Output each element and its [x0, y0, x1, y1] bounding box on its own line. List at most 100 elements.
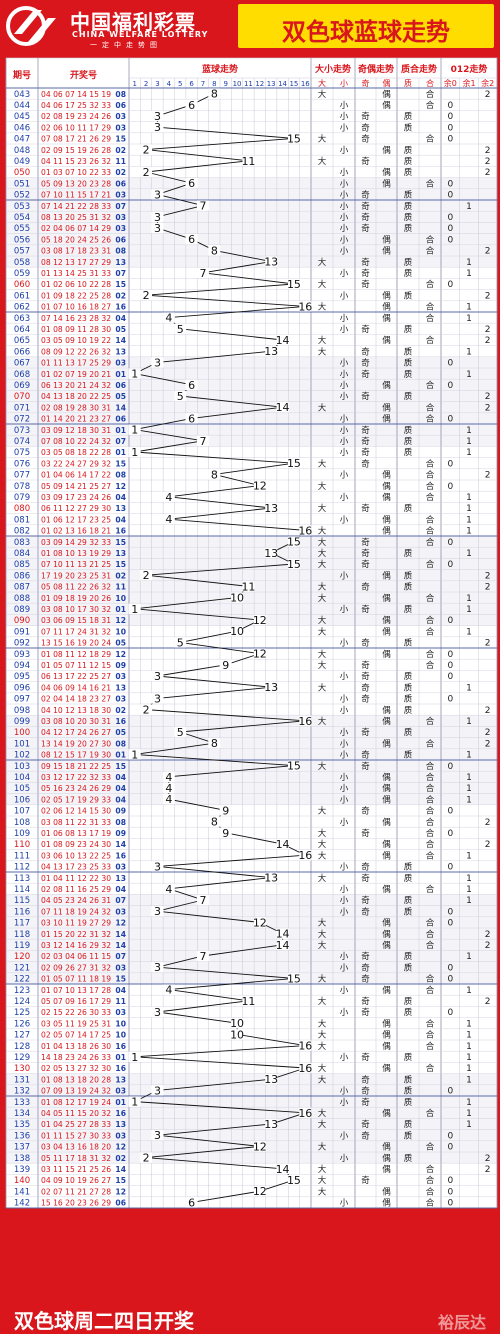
mod3-mark: 1 — [466, 1064, 472, 1074]
row-band — [6, 390, 497, 402]
trend-point-bg — [265, 547, 278, 558]
blue-ball-value: 04 — [115, 493, 126, 502]
size-mark: 小 — [340, 738, 349, 749]
trend-point: 4 — [165, 491, 172, 504]
mod3-mark: 1 — [466, 258, 472, 268]
prime-mark: 合 — [426, 458, 435, 469]
issue-number: 100 — [14, 728, 30, 738]
prime-mark: 合 — [426, 615, 435, 626]
size-mark: 小 — [340, 705, 349, 716]
blue-ball-value: 15 — [115, 762, 126, 771]
mod3-mark: 1 — [466, 493, 472, 503]
trend-point: 15 — [287, 457, 301, 470]
size-mark: 大 — [318, 1063, 327, 1074]
trend-point: 8 — [211, 244, 218, 257]
prime-mark: 合 — [426, 1018, 435, 1029]
trend-point-bg — [128, 1096, 141, 1107]
issue-number: 116 — [14, 907, 30, 917]
parity-mark: 奇 — [361, 324, 370, 335]
blue-ball-value: 13 — [115, 1120, 126, 1129]
parity-mark: 奇 — [361, 660, 370, 671]
watermark: 裕辰达 — [437, 1313, 486, 1332]
red-balls: 03 08 10 17 30 32 — [41, 605, 111, 614]
red-balls: 01 06 08 13 17 19 — [41, 829, 111, 838]
parity-mark: 奇 — [361, 694, 370, 705]
prime-mark: 质 — [404, 694, 413, 705]
blue-ball-value: 03 — [115, 695, 126, 704]
prime-mark: 合 — [426, 985, 435, 996]
size-mark: 大 — [318, 1119, 327, 1130]
mod3-mark: 1 — [466, 952, 472, 962]
trend-point-bg — [140, 290, 153, 301]
mod3-mark: 2 — [485, 571, 491, 581]
trend-point: 7 — [199, 435, 206, 448]
welfare-lottery-logo-icon — [6, 6, 56, 46]
red-balls: 01 05 07 11 18 19 — [41, 975, 111, 984]
trend-point-bg — [196, 894, 209, 906]
brand-name-en: CHINA WELFARE LOTTERY — [72, 30, 209, 39]
trend-point: 1 — [131, 603, 138, 616]
red-balls: 03 08 10 20 30 31 — [41, 717, 111, 726]
issue-number: 093 — [14, 650, 30, 660]
red-balls: 13 15 16 19 20 24 — [41, 639, 111, 648]
mod3-mark: 0 — [447, 863, 453, 873]
prime-mark: 合 — [426, 593, 435, 604]
issue-number: 046 — [14, 123, 30, 133]
blue-ball-value: 15 — [115, 1176, 126, 1185]
parity-mark: 奇 — [361, 582, 370, 593]
size-mark: 小 — [340, 167, 349, 178]
red-balls: 01 08 11 12 18 29 — [41, 650, 111, 659]
blue-ball-value: 08 — [115, 90, 126, 99]
red-balls: 07 11 17 24 31 32 — [41, 627, 111, 636]
parity-mark: 偶 — [382, 234, 391, 245]
row-band — [6, 1073, 497, 1085]
red-balls: 04 05 23 24 26 31 — [41, 896, 111, 905]
mod3-mark: 1 — [466, 504, 472, 514]
trend-col-label: 16 — [301, 80, 310, 88]
size-mark: 小 — [340, 604, 349, 615]
trend-col-label: 6 — [189, 80, 194, 88]
blue-ball-value: 06 — [115, 415, 126, 424]
red-balls: 04 11 15 23 26 32 — [41, 157, 111, 166]
size-mark: 小 — [340, 313, 349, 324]
red-balls: 03 06 10 13 22 25 — [41, 851, 111, 860]
issue-number: 090 — [14, 616, 30, 626]
numbers-header: 开奖号 — [70, 69, 97, 81]
trend-point: 16 — [298, 1107, 312, 1120]
red-balls: 04 06 09 14 16 21 — [41, 683, 111, 692]
red-balls: 07 09 13 19 24 32 — [41, 1087, 111, 1096]
blue-ball-value: 12 — [115, 919, 126, 928]
issue-header: 期号 — [13, 69, 31, 81]
parity-mark: 偶 — [382, 593, 391, 604]
trend-point-bg — [299, 301, 312, 312]
issue-number: 098 — [14, 706, 30, 716]
issue-number: 114 — [14, 885, 30, 895]
parity-mark: 偶 — [382, 1030, 391, 1041]
sub-col-label: 大 — [318, 78, 326, 88]
blue-ball-value: 01 — [115, 751, 126, 760]
trend-point-bg — [151, 670, 164, 682]
mod3-mark: 0 — [447, 672, 453, 682]
row-band — [6, 782, 497, 794]
parity-mark: 偶 — [382, 414, 391, 425]
trend-point-bg — [253, 917, 266, 928]
issue-number: 043 — [14, 90, 30, 100]
red-balls: 03 12 17 22 32 33 — [41, 773, 111, 782]
parity-mark: 奇 — [361, 1175, 370, 1186]
trend-point-bg — [151, 1006, 164, 1018]
size-mark: 大 — [318, 1142, 327, 1153]
trend-point-bg — [276, 334, 289, 346]
row-band — [6, 603, 497, 615]
red-balls: 04 13 17 23 25 33 — [41, 863, 111, 872]
prime-mark: 质 — [404, 962, 413, 973]
mod3-mark: 2 — [485, 997, 491, 1007]
parity-mark: 偶 — [382, 178, 391, 189]
size-mark: 小 — [340, 100, 349, 111]
prime-mark: 质 — [404, 436, 413, 447]
issue-number: 115 — [14, 896, 30, 906]
trend-point: 6 — [188, 1196, 195, 1209]
row-band — [6, 1140, 497, 1152]
trend-col-label: 3 — [155, 80, 159, 88]
blue-ball-value: 06 — [115, 179, 126, 188]
trend-point-bg — [253, 648, 266, 659]
